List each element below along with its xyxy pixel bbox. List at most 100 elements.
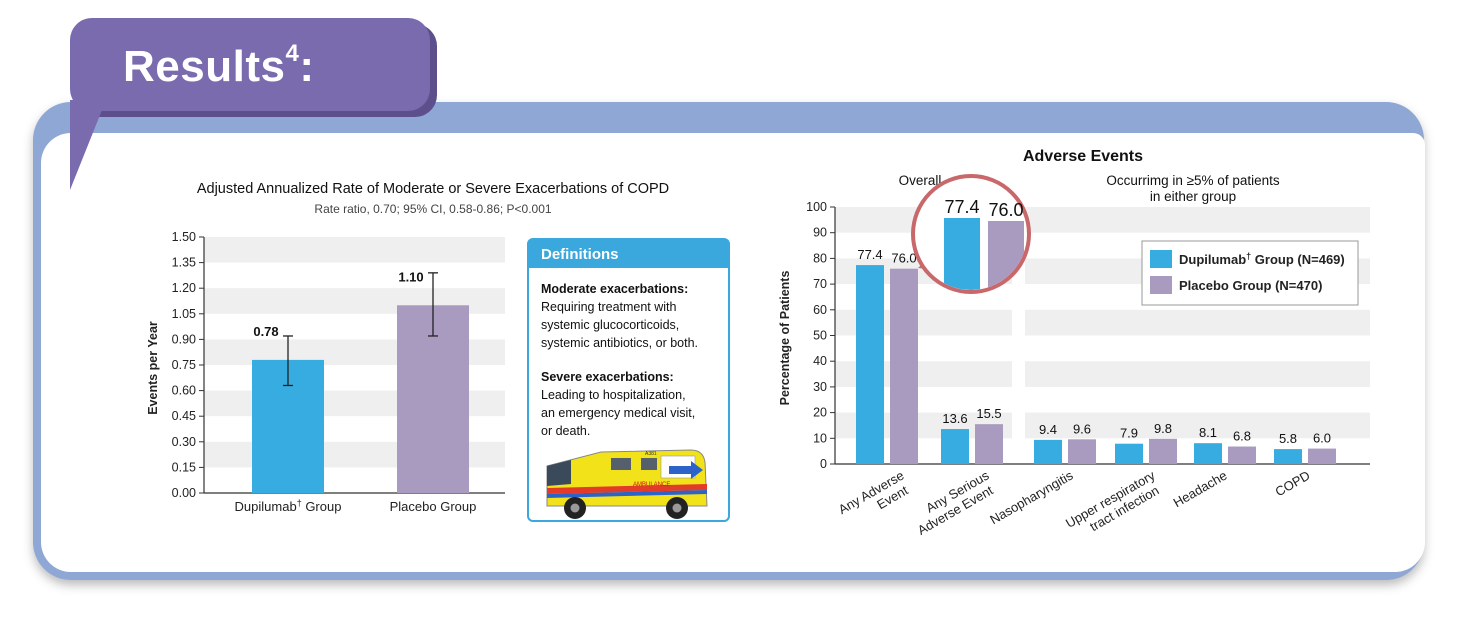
bar (941, 429, 969, 464)
legend-swatch-placebo (1150, 276, 1172, 294)
y-tick-label: 20 (813, 406, 827, 420)
definition-line: or death. (541, 424, 591, 438)
chart1-category-placebo: Placebo Group (390, 499, 477, 514)
bar (1115, 443, 1143, 464)
chart1-y-label: Events per Year (146, 321, 160, 415)
y-tick-label: 0.30 (172, 435, 196, 449)
definition-term-severe: Severe exacerbations: (541, 370, 674, 384)
y-tick-label: 0.90 (172, 332, 196, 346)
bar-value-label: 6.0 (1313, 431, 1331, 446)
bar-value-label: 1.10 (398, 269, 423, 284)
chart1-subtitle: Rate ratio, 0.70; 95% CI, 0.58-0.86; P<0… (314, 202, 551, 216)
bar-value-label: 7.9 (1120, 426, 1138, 441)
bar-value-label: 0.78 (253, 324, 278, 339)
chart2-group-frequent-line2: in either group (1150, 189, 1236, 204)
definition-text-severe: Leading to hospitalization, an emergency… (541, 386, 718, 440)
ambulance-id: A381 (645, 451, 657, 457)
definition-line: Requiring treatment with (541, 300, 677, 314)
y-tick-label: 0.60 (172, 384, 196, 398)
definitions-heading: Definitions (529, 240, 728, 268)
bar (1149, 438, 1177, 464)
bar-value-label: 5.8 (1279, 431, 1297, 446)
page-title: Results4: (123, 40, 315, 92)
grid-band (1025, 309, 1370, 336)
bar-value-label: 9.8 (1154, 421, 1172, 436)
bar (975, 424, 1003, 464)
y-tick-label: 1.50 (172, 230, 196, 244)
chart1-bars: 0.78 1.10 (252, 269, 469, 493)
bar-value-label: 13.6 (942, 411, 967, 426)
bar-value-label: 9.4 (1039, 422, 1057, 437)
bar (890, 268, 918, 464)
y-tick-label: 0.15 (172, 460, 196, 474)
magnifier-label-dupilumab: 77.4 (944, 197, 979, 217)
grid-band (1025, 412, 1370, 439)
definition-line: systemic antibiotics, or both. (541, 336, 699, 350)
magnifier-label-placebo: 76.0 (988, 200, 1023, 220)
y-tick-label: 0 (820, 457, 827, 471)
grid-band (1025, 207, 1370, 233)
y-tick-label: 60 (813, 303, 827, 317)
grid-band (1025, 361, 1370, 387)
definition-line: systemic glucocorticoids, (541, 318, 680, 332)
chart1-category-dupilumab: Dupilumab† Group (235, 498, 342, 514)
y-tick-label: 1.05 (172, 307, 196, 321)
header-tab (70, 18, 430, 111)
definition-term-moderate: Moderate exacerbations: (541, 282, 689, 296)
y-tick-label: 40 (813, 354, 827, 368)
grid-band (204, 237, 505, 263)
tab-tail (70, 100, 106, 190)
bar (1194, 443, 1222, 464)
chart2-y-label: Percentage of Patients (778, 271, 792, 406)
chart2-title: Adverse Events (1023, 148, 1143, 165)
y-tick-label: 90 (813, 226, 827, 240)
category-label: Upper respiratorytract infection (1063, 467, 1165, 543)
chart1-y-ticks: 0.00 0.15 0.30 0.45 0.60 0.75 0.90 1.05 1.20 1.35… (172, 230, 204, 500)
chart2-group-frequent: Occurrimg in ≥5% of patients (1106, 173, 1279, 188)
bar (856, 265, 884, 464)
bar-value-label: 15.5 (976, 406, 1001, 421)
category-label: Any SeriousAdverse Event (907, 467, 999, 538)
reference-superscript: 4 (285, 40, 300, 67)
chart2-group-overall: Overall (899, 173, 942, 188)
definition-text-moderate: Requiring treatment with systemic glucoc… (541, 298, 718, 352)
bar-value-label: 77.4 (857, 247, 882, 262)
chart2-bars: 77.4 76.0 13.6 15.5 9.4 9.6 7.9 9.8 8.1 6.8 5.8 6.0 (856, 247, 1336, 464)
page-title-text: Results (123, 42, 286, 91)
bar (1308, 448, 1336, 464)
y-tick-label: 30 (813, 380, 827, 394)
bar (1228, 446, 1256, 464)
chart1-title: Adjusted Annualized Rate of Moderate or … (197, 181, 669, 197)
legend-label-placebo: Placebo Group (N=470) (1179, 278, 1322, 293)
bar (1068, 439, 1096, 464)
y-tick-label: 1.20 (172, 281, 196, 295)
bar (1274, 449, 1302, 464)
bar-value-label: 9.6 (1073, 421, 1091, 436)
chart2-y-ticks: 0 10 20 30 40 50 60 70 80 90 100 (806, 200, 835, 471)
legend-label-dupilumab: Dupilumab† Group (N=469) (1179, 251, 1345, 267)
bar (1034, 439, 1062, 464)
category-label: Any AdverseEvent (836, 468, 914, 530)
ambulance-icon: AMBULANCE A381 (546, 449, 708, 519)
y-tick-label: 1.35 (172, 256, 196, 270)
ambulance-label: AMBULANCE (633, 482, 670, 488)
chart2-category-labels: Any AdverseEvent Any SeriousAdverse Event… (836, 467, 1313, 543)
chart2-legend (1141, 240, 1359, 306)
y-tick-label: 0.75 (172, 358, 196, 372)
definition-line: Leading to hospitalization, (541, 388, 686, 402)
title-colon: : (299, 42, 315, 91)
y-tick-label: 10 (813, 431, 827, 445)
y-tick-label: 50 (813, 329, 827, 343)
bar-value-label: 8.1 (1199, 425, 1217, 440)
y-tick-label: 100 (806, 200, 827, 214)
definitions-body: Moderate exacerbations: Requiring treatm… (529, 268, 728, 440)
y-tick-label: 0.45 (172, 409, 196, 423)
magnifier-callout: 77.4 76.0 (911, 174, 1031, 294)
magnifier-bar-dupilumab (944, 218, 980, 290)
category-label: Headache (1171, 468, 1230, 511)
legend-swatch-dupilumab (1150, 250, 1172, 268)
category-label: COPD (1272, 468, 1312, 500)
y-tick-label: 0.00 (172, 486, 196, 500)
